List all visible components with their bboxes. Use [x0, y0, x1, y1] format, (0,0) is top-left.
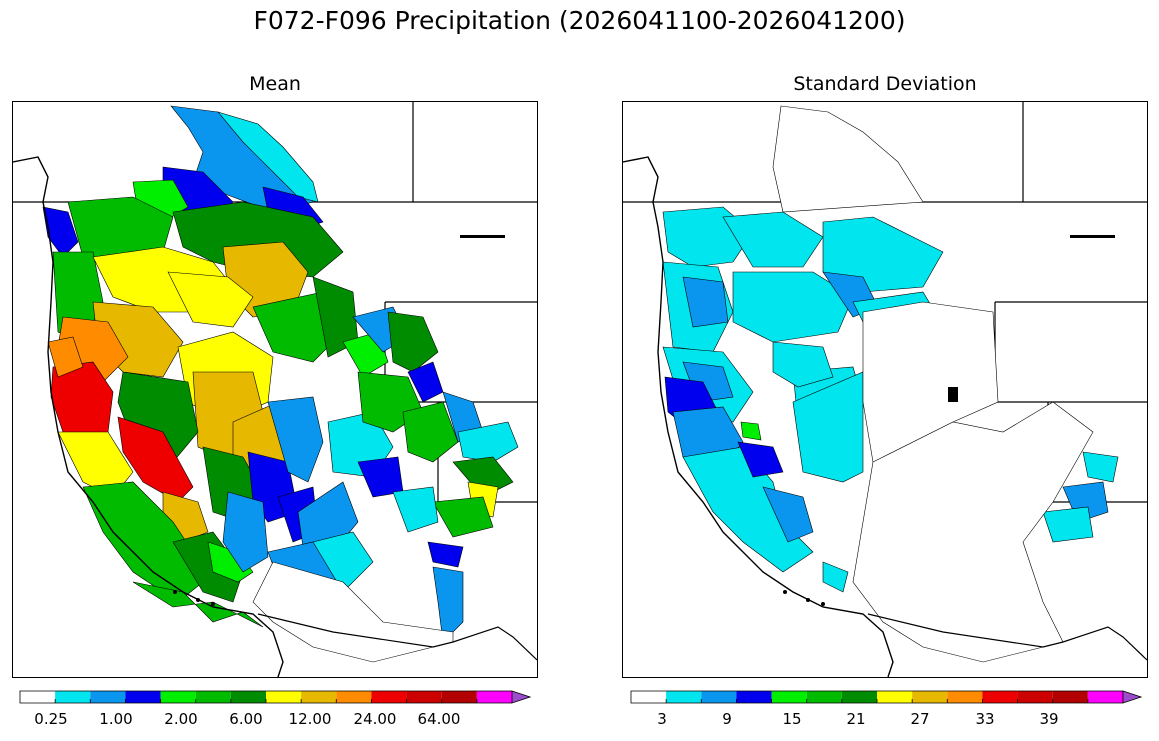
stddev-colorbar-swatches [630, 690, 1143, 704]
mean-colorbar-tick: 2.00 [164, 710, 198, 728]
mean-colorbar-extend-arrow [511, 690, 532, 704]
mean-colorbar-tick: 64.00 [417, 710, 461, 728]
stddev-panel-title: Standard Deviation [793, 73, 977, 95]
mean-colorbar-swatch [336, 691, 372, 703]
stddev-colorbar-swatch [806, 691, 842, 703]
stddev-colorbar-tick: 27 [910, 710, 930, 728]
mean-colorbar-tick: 6.00 [229, 710, 263, 728]
mean-colorbar-swatch [125, 691, 161, 703]
mean-colorbar [19, 689, 532, 708]
mean-colorbar-swatch [371, 691, 407, 703]
stddev-colorbar-tick: 39 [1039, 710, 1059, 728]
stddev-colorbar-swatch [701, 691, 737, 703]
mean-colorbar-swatch [406, 691, 442, 703]
stddev-colorbar-swatch [631, 691, 667, 703]
stddev-colorbar-extend-arrow [1122, 690, 1143, 704]
stddev-colorbar-swatch [1017, 691, 1053, 703]
figure-title: F072-F096 Precipitation (2026041100-2026… [253, 6, 906, 35]
stddev-colorbar-swatch [1087, 691, 1123, 703]
mean-colorbar-swatch [230, 691, 266, 703]
stddev-colorbar-tick: 21 [846, 710, 866, 728]
stddev-colorbar [630, 689, 1143, 708]
mean-colorbar-swatch [55, 691, 91, 703]
stddev-colorbar-swatch [841, 691, 877, 703]
mean-colorbar-swatch [301, 691, 337, 703]
mean-colorbar-swatch [441, 691, 477, 703]
stddev-colorbar-tick: 33 [975, 710, 995, 728]
stddev-colorbar-swatch [1052, 691, 1088, 703]
mean-colorbar-outline [19, 690, 512, 704]
stddev-colorbar-swatch [982, 691, 1018, 703]
stddev-colorbar-swatch [771, 691, 807, 703]
mean-colorbar-swatch [20, 691, 56, 703]
stddev-colorbar-swatch [947, 691, 983, 703]
mean-colorbar-swatch [476, 691, 512, 703]
mean-colorbar-swatch [266, 691, 302, 703]
mean-map [12, 101, 538, 678]
stddev-colorbar-swatch [736, 691, 772, 703]
stddev-colorbar-tick: 9 [722, 710, 732, 728]
stddev-colorbar-outline [630, 690, 1123, 704]
stddev-colorbar-tick: 15 [782, 710, 802, 728]
mean-panel-title: Mean [249, 73, 301, 95]
stddev-colorbar-tick: 3 [657, 710, 667, 728]
mean-colorbar-tick: 24.00 [353, 710, 397, 728]
stddev-map [622, 101, 1148, 678]
mean-colorbar-tick: 12.00 [288, 710, 332, 728]
mean-colorbar-tick: 1.00 [99, 710, 133, 728]
mean-colorbar-swatch [160, 691, 196, 703]
stddev-colorbar-swatch [877, 691, 913, 703]
stddev-colorbar-swatch [912, 691, 948, 703]
mean-colorbar-tick: 0.25 [34, 710, 68, 728]
mean-colorbar-swatches [19, 690, 532, 704]
mean-colorbar-swatch [90, 691, 126, 703]
mean-colorbar-swatch [195, 691, 231, 703]
stddev-colorbar-swatch [666, 691, 702, 703]
